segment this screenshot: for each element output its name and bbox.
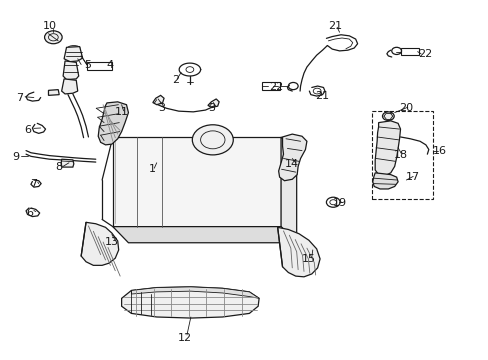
Bar xyxy=(87,62,112,69)
Bar xyxy=(261,82,280,90)
Text: 5: 5 xyxy=(84,60,91,70)
Polygon shape xyxy=(64,46,82,62)
Circle shape xyxy=(192,125,233,155)
Polygon shape xyxy=(113,226,296,243)
Polygon shape xyxy=(48,90,59,95)
Text: 1: 1 xyxy=(148,164,155,174)
Polygon shape xyxy=(63,61,79,80)
Polygon shape xyxy=(153,95,163,105)
Polygon shape xyxy=(207,99,219,108)
Text: 4: 4 xyxy=(106,60,114,70)
Text: 3: 3 xyxy=(158,103,165,113)
Text: 18: 18 xyxy=(393,150,407,160)
Text: 13: 13 xyxy=(104,237,119,247)
Text: 21: 21 xyxy=(327,21,341,31)
Ellipse shape xyxy=(68,45,80,50)
Polygon shape xyxy=(131,287,259,298)
Circle shape xyxy=(44,31,62,44)
Text: 16: 16 xyxy=(432,146,446,156)
Text: 3: 3 xyxy=(207,103,214,113)
Text: 22: 22 xyxy=(417,49,431,59)
Text: 9: 9 xyxy=(12,152,19,162)
Text: 22: 22 xyxy=(268,82,283,92)
Polygon shape xyxy=(122,287,259,318)
Text: 21: 21 xyxy=(315,91,329,102)
Polygon shape xyxy=(278,134,306,181)
Polygon shape xyxy=(61,159,74,167)
Text: 11: 11 xyxy=(114,107,128,117)
Polygon shape xyxy=(61,79,78,94)
Text: 8: 8 xyxy=(56,162,62,172)
Polygon shape xyxy=(277,227,320,277)
Text: 6: 6 xyxy=(26,208,33,218)
Text: 7: 7 xyxy=(16,93,23,103)
Text: 12: 12 xyxy=(178,333,192,343)
Polygon shape xyxy=(372,173,397,189)
Text: 6: 6 xyxy=(24,125,31,135)
Text: 10: 10 xyxy=(42,21,56,31)
Polygon shape xyxy=(113,137,281,226)
Text: 15: 15 xyxy=(301,254,315,264)
Polygon shape xyxy=(281,137,296,243)
Text: 17: 17 xyxy=(405,172,419,182)
Polygon shape xyxy=(98,102,128,145)
Text: 14: 14 xyxy=(285,159,299,169)
Polygon shape xyxy=(81,222,119,265)
Bar xyxy=(400,48,418,55)
Bar xyxy=(371,111,432,199)
Circle shape xyxy=(382,112,393,121)
Text: 7: 7 xyxy=(30,179,38,189)
Text: 19: 19 xyxy=(332,198,346,208)
Text: 20: 20 xyxy=(399,103,412,113)
Polygon shape xyxy=(374,121,400,176)
Text: 2: 2 xyxy=(171,75,179,85)
